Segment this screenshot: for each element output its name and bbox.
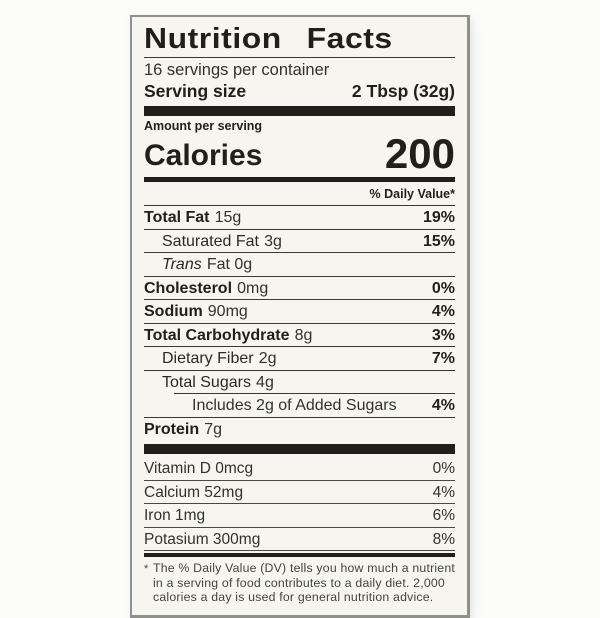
nutrient-dv: 15% [422,232,455,250]
title-divider [144,57,455,58]
micronutrient-name: Iron 1mg [144,507,206,524]
daily-value-footnote: * The % Daily Value (DV) tells you how m… [144,561,455,605]
nutrient-dv: 7% [431,350,455,367]
micronutrient-name: Potasium 300mg [144,530,261,548]
micronutrient-dv: 4% [432,483,455,501]
nutrient-name: Cholesterol [144,279,233,297]
nutrient-name: Saturated Fat [162,232,259,250]
nutrient-row-total-carbohydrate: Total Carbohydrate 8g 3% [144,322,455,347]
nutrient-row-total-fat: Total Fat 15g 19% [144,205,455,229]
calories-row: Calories 200 [144,130,455,177]
thick-divider-bar [144,106,455,116]
footnote-text: The % Daily Value (DV) tells you how muc… [153,561,456,604]
footnote-asterisk: * [144,563,149,575]
nutrient-amount: 8g [294,326,313,344]
micronutrient-dv: 0% [432,460,455,477]
micronutrient-dv: 8% [432,530,455,548]
daily-value-header: % Daily Value* [369,187,455,201]
nutrient-name: Protein [144,420,200,438]
nutrient-row-protein: Protein 7g [144,416,455,441]
page-background: Nutrition Facts 16 servings per containe… [130,15,470,618]
micronutrient-row-iron: Iron 1mg 6% [144,504,455,528]
micronutrient-dv: 6% [432,507,455,524]
nutrient-row-sodium: Sodium 90mg 4% [144,299,455,323]
servings-per-container: 16 servings per container [144,61,330,79]
medium-divider-bar [144,177,455,182]
micronutrient-name: Vitamin D 0mcg [144,460,254,477]
calories-label: Calories [144,139,263,172]
micronutrient-row-potassium: Potasium 300mg 8% [144,528,455,551]
micronutrient-name: Calcium 52mg [144,483,244,501]
nutrient-amount: Fat 0g [206,256,253,273]
nutrient-amount: 4g [256,373,274,391]
thick-divider-bar [144,444,455,454]
nutrient-amount: 3g [264,232,282,250]
nutrient-row-total-sugars: Total Sugars 4g [144,369,455,394]
serving-size-row: Serving size 2 Tbsp (32g) [144,80,455,102]
nutrient-name: Total Sugars [162,373,251,391]
nutrient-row-dietary-fiber: Dietary Fiber 2g 7% [144,346,455,370]
micronutrient-row-vitamin-d: Vitamin D 0mcg 0% [144,457,455,481]
nutrient-dv: 0% [431,279,455,297]
nutrient-dv: 4% [431,397,455,414]
nutrient-dv: 3% [431,326,455,344]
nutrient-row-cholesterol: Cholesterol 0mg 0% [144,275,455,300]
nutrient-row-added-sugars: Includes 2g of Added Sugars 4% [174,393,455,417]
bottom-divider-bar [144,553,455,557]
nutrient-name: Dietary Fiber [162,350,254,367]
nutrient-amount: 90mg [207,303,248,320]
nutrient-row-trans-fat: Trans Fat 0g [144,252,455,276]
calories-value: 200 [384,130,455,177]
micronutrient-row-calcium: Calcium 52mg 4% [144,481,455,504]
nutrient-name: Sodium [144,303,203,320]
serving-size-label: Serving size [144,81,247,101]
nutrition-facts-label: Nutrition Facts 16 servings per containe… [130,15,470,618]
nutrient-amount: Includes 2g of Added Sugars [192,397,397,414]
nutrient-dv: 4% [431,303,455,320]
nutrient-amount: 2g [258,350,277,367]
nutrient-amount: 7g [204,420,223,438]
nutrient-name: Trans [162,256,202,273]
nutrient-amount: 15g [214,209,242,226]
nutrient-name: Total Fat [144,209,210,226]
label-title: Nutrition Facts [144,23,393,55]
amount-per-serving-label: Amount per serving [144,119,263,133]
serving-size-value: 2 Tbsp (32g) [351,81,455,101]
nutrient-row-saturated-fat: Saturated Fat 3g 15% [144,228,455,253]
nutrient-dv: 19% [422,209,455,226]
nutrient-name: Total Carbohydrate [144,326,290,344]
nutrient-amount: 0mg [237,279,269,297]
